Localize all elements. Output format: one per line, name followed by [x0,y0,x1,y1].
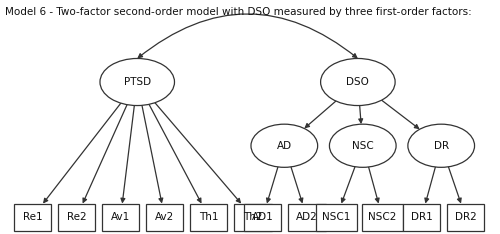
Text: DR: DR [434,141,449,151]
Ellipse shape [100,58,174,106]
Text: Av1: Av1 [111,212,130,222]
Text: NSC: NSC [352,141,374,151]
Text: AD2: AD2 [296,212,318,222]
FancyBboxPatch shape [14,204,51,231]
Text: Re2: Re2 [66,212,86,222]
FancyBboxPatch shape [362,204,403,231]
Ellipse shape [320,58,395,106]
Text: Model 6 - Two-factor second-order model with DSO measured by three first-order f: Model 6 - Two-factor second-order model … [5,7,472,17]
Text: AD: AD [277,141,292,151]
Text: Th2: Th2 [243,212,262,222]
Text: Av2: Av2 [155,212,174,222]
Text: PTSD: PTSD [124,77,151,87]
FancyBboxPatch shape [244,204,282,231]
FancyBboxPatch shape [234,204,272,231]
FancyBboxPatch shape [190,204,228,231]
Text: DR1: DR1 [410,212,432,222]
Text: DSO: DSO [346,77,370,87]
FancyBboxPatch shape [288,204,326,231]
Text: DR2: DR2 [455,212,476,222]
FancyBboxPatch shape [447,204,484,231]
FancyBboxPatch shape [58,204,95,231]
Ellipse shape [251,124,318,167]
Ellipse shape [408,124,474,167]
Text: NSC1: NSC1 [322,212,350,222]
FancyBboxPatch shape [146,204,184,231]
FancyBboxPatch shape [316,204,357,231]
Text: Re1: Re1 [22,212,42,222]
Text: NSC2: NSC2 [368,212,396,222]
FancyBboxPatch shape [102,204,139,231]
Text: AD1: AD1 [252,212,274,222]
FancyBboxPatch shape [403,204,440,231]
Text: Th1: Th1 [199,212,218,222]
Ellipse shape [330,124,396,167]
